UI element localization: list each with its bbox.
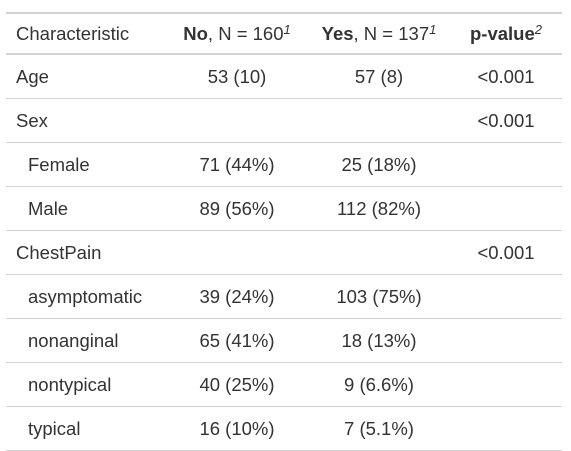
cell-pvalue: <0.001 bbox=[450, 98, 562, 143]
table-row: ChestPain <0.001 bbox=[6, 230, 562, 275]
header-pvalue-footnote: 2 bbox=[534, 21, 542, 37]
cell-no: 71 (44%) bbox=[166, 142, 308, 187]
cell-no: 16 (10%) bbox=[166, 406, 308, 451]
cell-yes: 57 (8) bbox=[308, 54, 450, 99]
cell-no: 65 (41%) bbox=[166, 318, 308, 363]
row-label: Female bbox=[6, 142, 166, 187]
table-row: asymptomatic 39 (24%) 103 (75%) bbox=[6, 274, 562, 319]
cell-pvalue bbox=[450, 362, 562, 407]
cell-yes: 7 (5.1%) bbox=[308, 406, 450, 451]
header-yes-footnote: 1 bbox=[429, 21, 437, 37]
cell-yes: 9 (6.6%) bbox=[308, 362, 450, 407]
header-row: Characteristic No, N = 1601 Yes, N = 137… bbox=[6, 12, 562, 55]
table-row: Age 53 (10) 57 (8) <0.001 bbox=[6, 54, 562, 99]
table-row: nontypical 40 (25%) 9 (6.6%) bbox=[6, 362, 562, 407]
header-yes-count: , N = 137 bbox=[353, 22, 430, 44]
header-yes: Yes, N = 1371 bbox=[308, 12, 450, 55]
cell-pvalue bbox=[450, 142, 562, 187]
cell-no bbox=[166, 230, 308, 275]
header-characteristic: Characteristic bbox=[6, 12, 166, 55]
cell-yes: 18 (13%) bbox=[308, 318, 450, 363]
table-row: Sex <0.001 bbox=[6, 98, 562, 143]
header-yes-name: Yes bbox=[321, 22, 354, 44]
row-label: typical bbox=[6, 406, 166, 451]
cell-pvalue bbox=[450, 186, 562, 231]
cell-no bbox=[166, 98, 308, 143]
row-label: asymptomatic bbox=[6, 274, 166, 319]
cell-yes: 25 (18%) bbox=[308, 142, 450, 187]
cell-pvalue bbox=[450, 274, 562, 319]
row-label: Sex bbox=[6, 98, 166, 143]
row-label: nonanginal bbox=[6, 318, 166, 363]
summary-table: Characteristic No, N = 1601 Yes, N = 137… bbox=[6, 12, 562, 451]
cell-pvalue bbox=[450, 318, 562, 363]
row-label: Male bbox=[6, 186, 166, 231]
header-no-name: No bbox=[183, 22, 208, 44]
cell-pvalue bbox=[450, 406, 562, 451]
table-row: nonanginal 65 (41%) 18 (13%) bbox=[6, 318, 562, 363]
header-no: No, N = 1601 bbox=[166, 12, 308, 55]
cell-yes bbox=[308, 98, 450, 143]
cell-yes bbox=[308, 230, 450, 275]
row-label: Age bbox=[6, 54, 166, 99]
header-no-count: , N = 160 bbox=[207, 22, 284, 44]
row-label: ChestPain bbox=[6, 230, 166, 275]
cell-no: 39 (24%) bbox=[166, 274, 308, 319]
cell-no: 89 (56%) bbox=[166, 186, 308, 231]
cell-no: 53 (10) bbox=[166, 54, 308, 99]
cell-yes: 112 (82%) bbox=[308, 186, 450, 231]
row-label: nontypical bbox=[6, 362, 166, 407]
cell-pvalue: <0.001 bbox=[450, 54, 562, 99]
table-row: Male 89 (56%) 112 (82%) bbox=[6, 186, 562, 231]
cell-pvalue: <0.001 bbox=[450, 230, 562, 275]
header-pvalue: p-value2 bbox=[450, 12, 562, 55]
table-row: Female 71 (44%) 25 (18%) bbox=[6, 142, 562, 187]
table-row: typical 16 (10%) 7 (5.1%) bbox=[6, 406, 562, 451]
cell-no: 40 (25%) bbox=[166, 362, 308, 407]
header-no-footnote: 1 bbox=[283, 21, 291, 37]
cell-yes: 103 (75%) bbox=[308, 274, 450, 319]
header-pvalue-label: p-value bbox=[469, 22, 535, 44]
